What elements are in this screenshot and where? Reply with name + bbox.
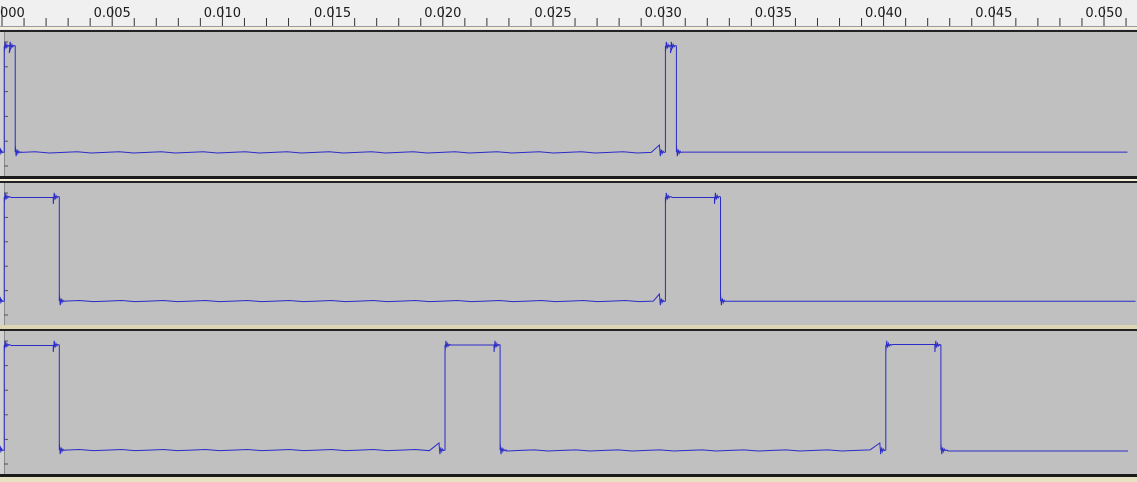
track-separator bbox=[0, 477, 1137, 482]
audio-track-2[interactable] bbox=[0, 181, 1137, 325]
waveform-track-1[interactable] bbox=[0, 32, 1137, 176]
ruler-tick-label: 0.005 bbox=[94, 6, 131, 21]
waveform-line bbox=[0, 192, 1136, 306]
track-separator bbox=[0, 27, 1137, 29]
ruler-tick-label: 0.050 bbox=[1085, 6, 1122, 21]
audio-track-1[interactable] bbox=[0, 30, 1137, 176]
waveform-track-2[interactable] bbox=[0, 183, 1137, 325]
timeline-ruler[interactable]: 000 0.005 0.010 0.015 0.020 0.025 0.030 0.035 0.… bbox=[0, 0, 1137, 27]
ruler-tick-label: 0.015 bbox=[314, 6, 351, 21]
ruler-tick-label: 0.035 bbox=[755, 6, 792, 21]
waveform-track-3[interactable] bbox=[0, 331, 1137, 474]
ruler-tick-label: 0.040 bbox=[865, 6, 902, 21]
track-separator bbox=[0, 325, 1137, 329]
timeline-ruler-ticks: 000 0.005 0.010 0.015 0.020 0.025 0.030 0.035 0.… bbox=[0, 6, 1127, 26]
ruler-tick-label: 000 bbox=[0, 6, 25, 21]
ruler-tick-label: 0.025 bbox=[534, 6, 571, 21]
audio-track-3[interactable] bbox=[0, 329, 1137, 474]
track-separator bbox=[0, 176, 1137, 179]
ruler-tick-label: 0.045 bbox=[975, 6, 1012, 21]
waveform-line bbox=[0, 41, 1128, 157]
ruler-tick-label: 0.030 bbox=[645, 6, 682, 21]
ruler-tick-label: 0.010 bbox=[204, 6, 241, 21]
waveform-line bbox=[0, 340, 1128, 455]
ruler-tick-label: 0.020 bbox=[424, 6, 461, 21]
track-separator bbox=[0, 179, 1137, 181]
track-separator bbox=[0, 474, 1137, 477]
